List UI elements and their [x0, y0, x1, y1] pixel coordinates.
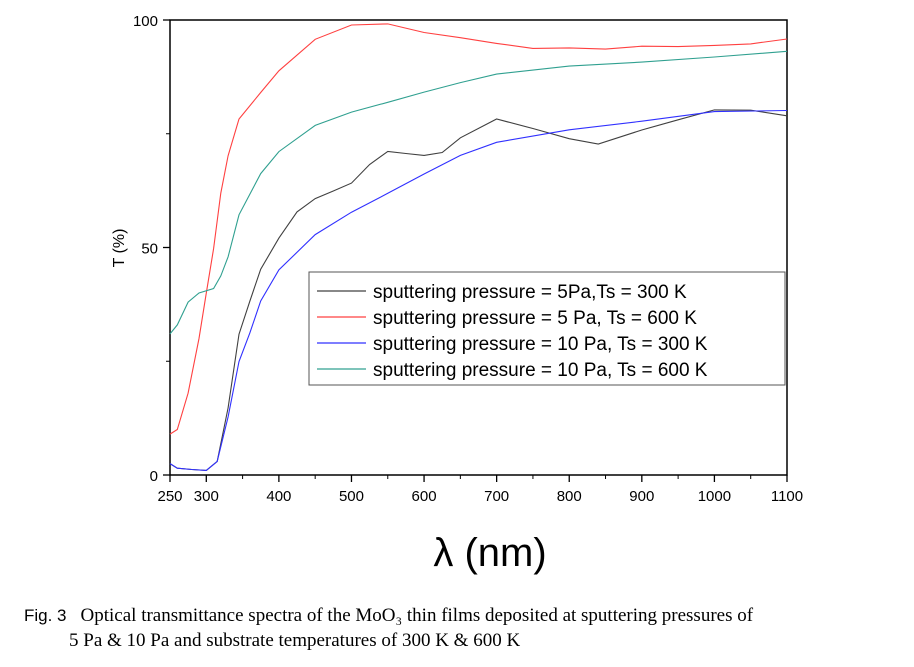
y-tick-label: 0 — [150, 468, 158, 485]
x-tick-label: 600 — [412, 488, 437, 505]
caption-line-2: 5 Pa & 10 Pa and substrate temperatures … — [69, 630, 521, 651]
x-tick-label: 300 — [194, 488, 219, 505]
legend-box — [308, 271, 786, 386]
figure-caption: Fig. 3 Optical transmittance spectra of t… — [24, 603, 753, 653]
x-tick-label: 250 — [157, 488, 182, 505]
x-tick-label: 800 — [557, 488, 582, 505]
x-tick-label: 400 — [266, 488, 291, 505]
x-tick-label: 500 — [339, 488, 364, 505]
caption-line-1: Optical transmittance spectra of the MoO… — [80, 605, 754, 626]
legend-label-2: sputtering pressure = 5 Pa, Ts = 600 K — [373, 308, 697, 329]
x-tick-label: 1000 — [698, 488, 731, 505]
x-axis-label: λ (nm) — [433, 531, 546, 575]
transmittance-chart: 250 300 400 500 600 700 800 900 1000 1100 0 50 100 λ … — [111, 13, 803, 575]
legend-label-4: sputtering pressure = 10 Pa, Ts = 600 K — [373, 360, 708, 381]
legend-label-1: sputtering pressure = 5Pa,Ts = 300 K — [373, 282, 687, 303]
legend-label-3: sputtering pressure = 10 Pa, Ts = 300 K — [373, 334, 708, 355]
x-tick-label: 1100 — [771, 488, 803, 505]
y-tick-label: 100 — [133, 13, 158, 30]
x-tick-label: 700 — [484, 488, 509, 505]
series-line-4 — [169, 50, 788, 335]
series-line-3 — [169, 109, 788, 471]
caption-fig-number: Fig. 3 — [24, 606, 67, 625]
y-axis-label: T (%) — [111, 229, 128, 268]
y-tick-label: 50 — [141, 241, 158, 258]
x-tick-label: 900 — [629, 488, 654, 505]
series-line-2 — [169, 23, 788, 435]
plot-frame — [169, 19, 788, 476]
series-line-1 — [169, 109, 788, 471]
